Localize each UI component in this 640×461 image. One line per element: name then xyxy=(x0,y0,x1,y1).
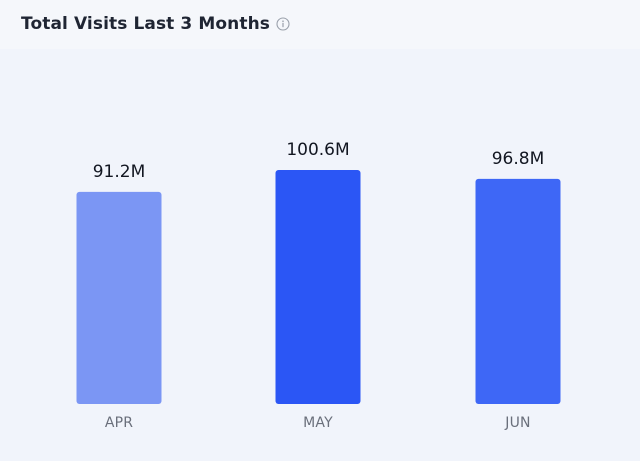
category-label-apr: APR xyxy=(105,415,133,431)
value-label-may: 100.6M xyxy=(286,140,349,160)
bar-jun[interactable] xyxy=(475,178,561,404)
chart-title: Total Visits Last 3 Months xyxy=(21,14,271,34)
bar-apr[interactable] xyxy=(76,191,162,404)
value-label-jun: 96.8M xyxy=(492,149,545,169)
category-label-jun: JUN xyxy=(504,415,530,431)
bar-may[interactable] xyxy=(275,170,361,404)
info-icon[interactable] xyxy=(276,17,290,31)
value-label-apr: 91.2M xyxy=(93,162,146,182)
chart-header: Total Visits Last 3 Months xyxy=(21,12,290,36)
category-label-may: MAY xyxy=(303,415,333,431)
